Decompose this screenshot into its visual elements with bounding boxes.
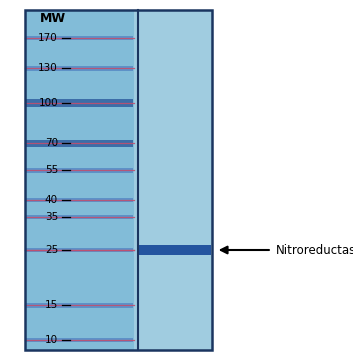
Bar (25, 10, 134, 350)
Bar (26, 302, 133, 307)
Bar (26, 167, 133, 172)
Bar (26, 338, 133, 342)
Bar (26, 198, 133, 202)
Bar (25, 10, 212, 350)
Bar (26, 215, 133, 219)
Text: 25: 25 (45, 245, 58, 255)
Text: 40: 40 (45, 195, 58, 205)
Text: 170: 170 (38, 33, 58, 43)
Text: 10: 10 (45, 335, 58, 345)
Bar (139, 245, 211, 255)
Text: Nitroreductase: Nitroreductase (276, 243, 353, 256)
Text: 35: 35 (45, 212, 58, 222)
Bar (26, 66, 133, 71)
Bar (26, 99, 133, 107)
Text: MW: MW (40, 12, 66, 25)
Text: 130: 130 (38, 63, 58, 73)
Bar (26, 36, 133, 40)
Text: 70: 70 (45, 138, 58, 148)
Bar (26, 248, 133, 252)
Bar (26, 139, 133, 147)
Text: 55: 55 (45, 165, 58, 175)
Text: 100: 100 (38, 98, 58, 108)
Text: 15: 15 (45, 300, 58, 310)
Bar (25, 10, 212, 350)
